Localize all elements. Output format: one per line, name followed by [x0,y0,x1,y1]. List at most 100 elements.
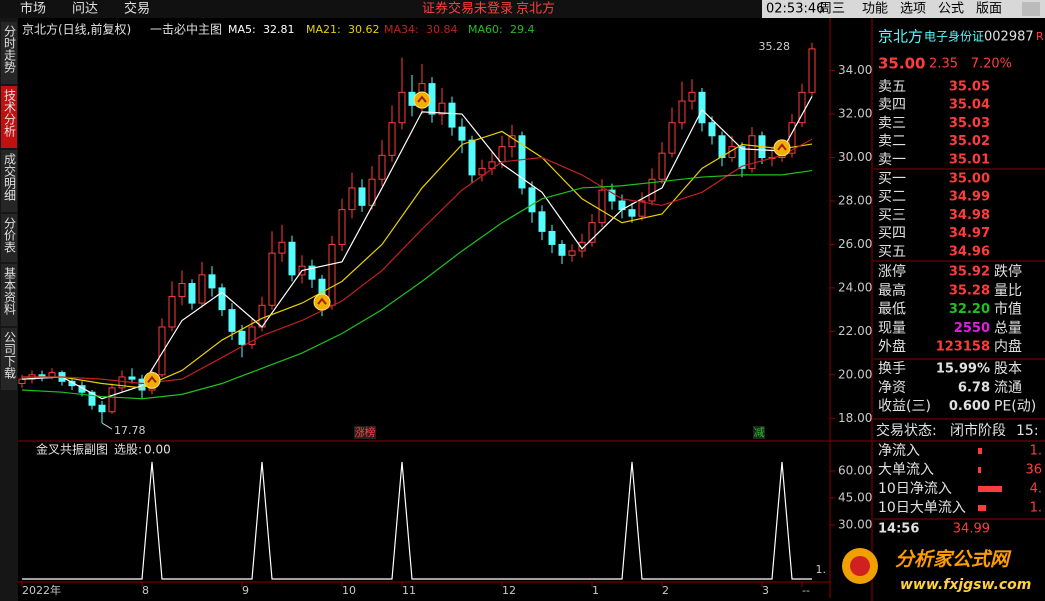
y-tick-label: 30.00 [838,517,872,531]
candle-body [88,391,96,406]
flow-label: 10日大单流入 [878,500,966,516]
flow-label: 10日净流入 [878,481,952,497]
stats-label: 最高 [878,282,906,299]
bids-value: 34.99 [949,190,990,205]
asks-value: 35.02 [949,134,990,149]
flow-value: 4. [1030,482,1042,497]
candle-body [798,91,806,124]
candle-body [548,230,556,245]
side-tab[interactable] [1,264,17,326]
bids-value: 34.98 [949,208,990,223]
ma-name: MA21: [306,23,341,36]
flow-bar [978,505,986,511]
signal-icon [773,139,791,157]
y-tick-label: 60.00 [838,463,872,477]
logo-box [873,538,1045,601]
flow-bar [978,448,982,454]
candle-body [18,378,26,385]
stats2-label2: 流通 [994,380,1022,396]
side-tab-label[interactable]: 技术分析 [3,89,17,138]
clock: 02:53:46 [766,2,824,17]
flow-value: 1. [1030,501,1042,516]
status-time: 15: [1016,423,1039,439]
menu-item[interactable]: 公式 [938,2,964,17]
close-button[interactable] [1022,2,1040,16]
menu-item[interactable]: 版面 [976,2,1002,17]
side-tab[interactable] [1,214,17,262]
ma-value: 30.62 [348,23,380,36]
x-tick-label: 9 [242,584,249,597]
stock-name: 京北方 [878,28,923,46]
candle-body [308,265,316,280]
x-tick-label: 3 [762,584,769,597]
side-tab[interactable] [1,150,17,212]
event-tag[interactable] [753,426,765,439]
asks-label: 卖二 [878,134,906,150]
indicator-name: 一击必中主图 [150,22,222,37]
stats-label2: 量比 [994,283,1022,299]
asks-label: 卖四 [878,97,906,113]
signal-icon [413,91,431,109]
asks-value: 35.03 [949,116,990,131]
menu-item[interactable]: 功能 [862,2,888,17]
side-tab-label[interactable]: 分价表 [3,217,17,253]
x-tick-label: -- [802,584,810,597]
event-tag[interactable] [364,426,376,439]
candle-body [708,122,716,137]
y-tick-label: 24.00 [838,280,872,294]
side-tab[interactable] [1,22,17,84]
logo-flower-core [850,556,870,576]
stats-label2: 总量 [994,320,1022,336]
signal-chevron [147,375,157,383]
side-tab-label[interactable]: 成交明细 [3,153,17,201]
chart-title: 京北方(日线,前复权) [22,22,131,37]
candle-body [158,326,166,376]
menu-item[interactable]: 问达 [72,2,98,17]
stats2-value: 0.600 [949,399,990,414]
side-tab-label[interactable]: 公司下载 [3,331,17,380]
candle-body [528,187,536,213]
y-tick-label: 45.00 [838,490,872,504]
x-tick-label: 1 [592,584,599,597]
x-tick-label: 8 [142,584,149,597]
event-tag[interactable] [354,426,366,439]
candle-body [808,48,816,93]
candle-body [598,189,606,224]
event-tag-label[interactable]: 减 [754,426,765,439]
candle-body [748,135,756,169]
signal-icon [313,293,331,311]
stats-label2: 市值 [994,301,1022,318]
event-tag-label[interactable]: 榜 [365,425,376,439]
low-pointer [101,422,113,430]
stats-value: 32.20 [949,302,990,317]
candle-body [478,167,486,176]
side-tab[interactable] [1,86,17,148]
y-tick-label: 32.00 [838,107,872,121]
candle-body [538,211,546,232]
candle-body [188,283,196,304]
menu-item[interactable]: 市场 [20,1,46,17]
side-tab-label[interactable]: 分时走势 [3,25,17,73]
ma-line [21,96,813,400]
menu-item[interactable]: 选项 [900,2,926,17]
side-tab[interactable] [1,328,17,390]
tick-time: 14:56 [878,522,919,537]
stats-label: 现量 [878,320,906,336]
candle-body [198,274,206,304]
bids-value: 35.00 [949,172,990,187]
menu-item[interactable]: 交易 [124,1,150,17]
bids-label: 买四 [878,226,906,242]
candle-body [568,250,576,256]
side-tab-label[interactable]: 基本资料 [3,267,17,315]
x-tick-label: 12 [502,584,516,597]
flow-label: 净流入 [878,443,920,459]
badge: 电子身份证 [924,29,984,44]
stats2-label2: PE(动) [994,399,1036,415]
candle-body [698,91,706,124]
event-tag-label[interactable]: 涨 [355,426,366,439]
y-tick-label: 34.00 [838,63,872,77]
candle-body [48,372,56,378]
change: 2.35 [929,57,958,72]
asks-value: 35.05 [949,80,990,95]
asks-label: 卖五 [878,79,906,95]
